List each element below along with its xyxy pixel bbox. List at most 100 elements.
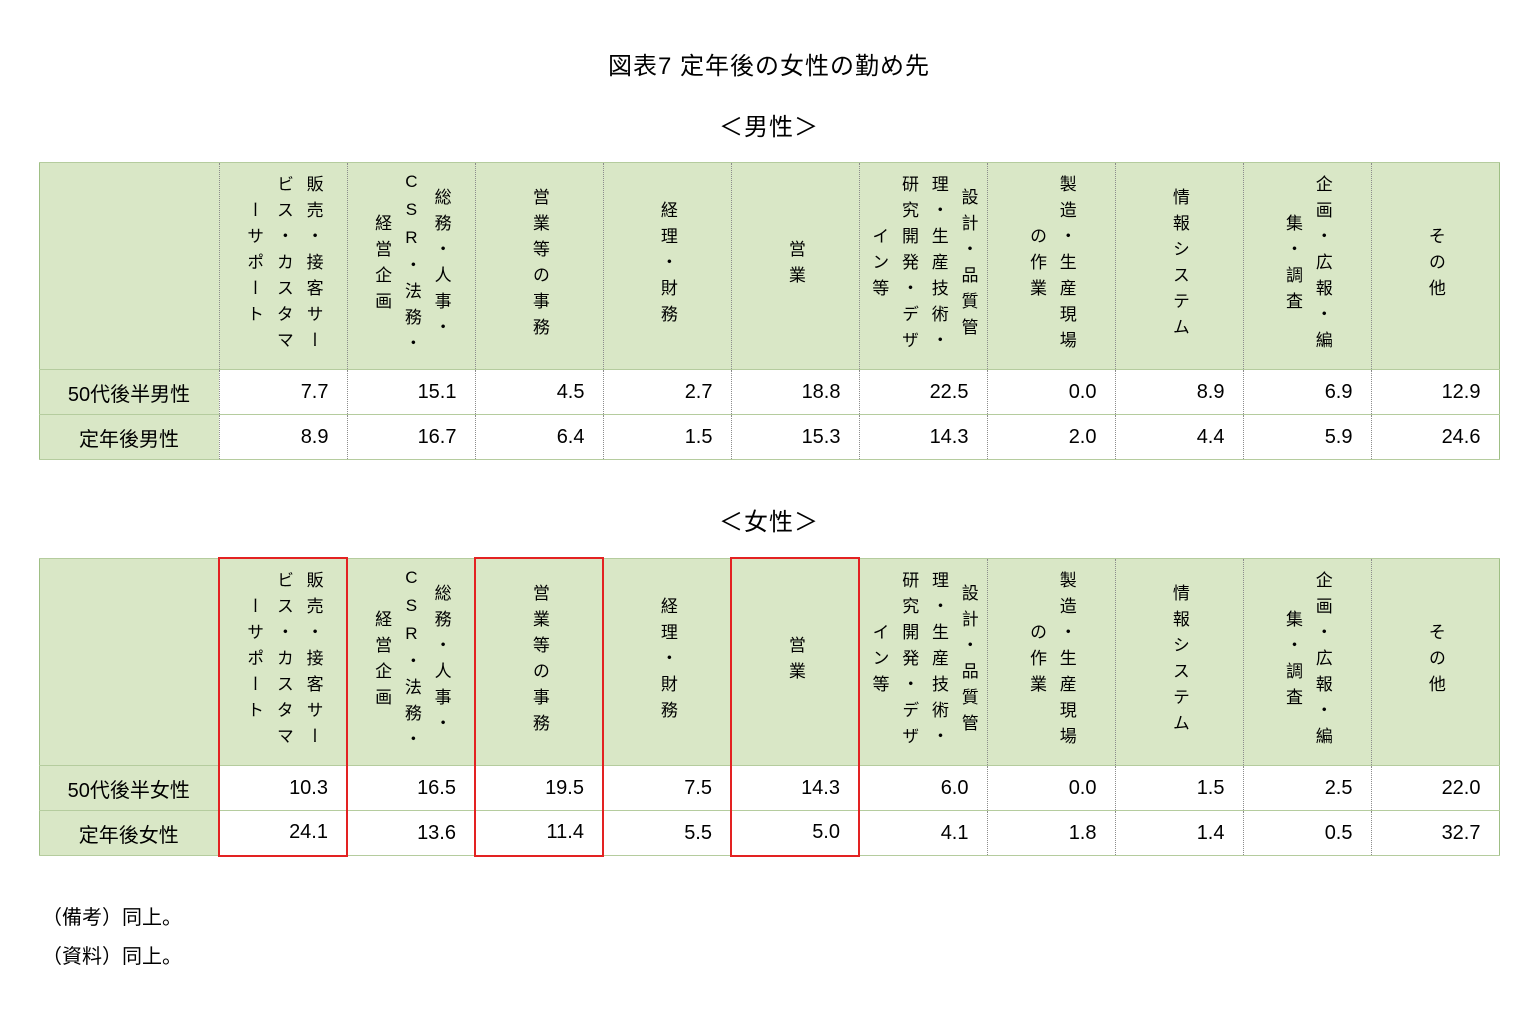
value-cell-highlighted: 19.5: [474, 765, 604, 811]
men-header-row: 販売・接客サービス・カスタマーサポート 総務・人事・CSR・法務・経営企画 営業…: [38, 162, 1500, 370]
col-head-sales-support: 販売・接客サービス・カスタマーサポート: [218, 162, 348, 370]
value-cell: 1.5: [1114, 765, 1244, 811]
value-cell-highlighted: 11.4: [474, 810, 604, 857]
col-head-manufacturing: 製造・生産現場の作業: [986, 557, 1116, 766]
value-cell: 16.5: [346, 765, 476, 811]
figure-page: 図表7 定年後の女性の勤め先 ＜男性＞ 販売・接客サービス・カスタマーサポート …: [38, 53, 1538, 977]
value-cell-highlighted: 5.0: [730, 810, 860, 857]
table-row: 定年後女性 24.1 13.6 11.4 5.5 5.0 4.1 1.8 1.4…: [38, 810, 1500, 857]
value-cell: 24.6: [1370, 414, 1500, 460]
note-remark: （備考）同上。: [42, 906, 182, 929]
value-cell: 4.4: [1114, 414, 1244, 460]
column-header-text: 総務・人事・CSR・法務・経営企画: [372, 567, 451, 756]
vertical-text-wrap: 営業: [734, 566, 856, 758]
column-header-text: 製造・生産現場の作業: [1027, 570, 1076, 753]
column-header-text: 情報システム: [1169, 583, 1189, 740]
col-head-it-systems: 情報システム: [1114, 557, 1244, 766]
vertical-text-wrap: 設計・品質管理・生産技術・研究開発・デザイン等: [862, 566, 985, 758]
value-cell: 14.3: [858, 414, 988, 460]
vertical-text-wrap: 経理・財務: [606, 566, 728, 758]
column-header-text: 企画・広報・編集・調査: [1283, 570, 1332, 753]
value-cell: 32.7: [1370, 810, 1500, 856]
column-header-text: 情報システム: [1169, 188, 1189, 344]
value-cell: 22.5: [858, 369, 988, 415]
column-header-text: 販売・接客サービス・カスタマーサポート: [244, 571, 323, 753]
note-source: （資料）同上。: [42, 945, 182, 968]
value-cell: 8.9: [1114, 369, 1244, 415]
col-head-clerical-highlighted: 営業等の事務: [474, 557, 604, 766]
row-label: 定年後女性: [38, 810, 220, 856]
value-cell: 2.5: [1242, 765, 1372, 811]
col-head-manufacturing: 製造・生産現場の作業: [986, 162, 1116, 370]
value-cell: 0.0: [986, 765, 1116, 811]
value-cell: 4.5: [474, 369, 604, 415]
value-cell: 7.7: [218, 369, 348, 415]
column-header-text: 営業: [785, 636, 805, 688]
notes: （備考）同上。 （資料）同上。: [42, 899, 1538, 977]
column-header-text: 設計・品質管理・生産技術・研究開発・デザイン等: [869, 570, 978, 753]
value-cell: 15.1: [346, 369, 476, 415]
col-head-other: その他: [1370, 162, 1500, 370]
col-head-sales-support-highlighted: 販売・接客サービス・カスタマーサポート: [218, 557, 348, 766]
value-cell-highlighted: 10.3: [218, 765, 348, 811]
value-cell-highlighted: 24.1: [218, 810, 348, 857]
women-header-row: 販売・接客サービス・カスタマーサポート 総務・人事・CSR・法務・経営企画 営業…: [38, 557, 1500, 766]
corner-cell: [38, 557, 220, 766]
value-cell: 13.6: [346, 810, 476, 856]
value-cell: 1.5: [602, 414, 732, 460]
table-row: 50代後半女性 10.3 16.5 19.5 7.5 14.3 6.0 0.0 …: [38, 765, 1500, 811]
table-row: 50代後半男性 7.7 15.1 4.5 2.7 18.8 22.5 0.0 8…: [38, 369, 1500, 415]
column-header-text: 営業等の事務: [529, 584, 549, 740]
value-cell: 2.0: [986, 414, 1116, 460]
vertical-text-wrap: 営業等の事務: [478, 170, 601, 362]
row-label: 定年後男性: [38, 414, 220, 460]
col-head-other: その他: [1370, 557, 1500, 766]
value-cell: 5.9: [1242, 414, 1372, 460]
figure-title: 図表7 定年後の女性の勤め先: [607, 53, 930, 80]
value-cell: 6.4: [474, 414, 604, 460]
women-section-label: ＜女性＞: [719, 509, 819, 536]
vertical-text-wrap: 経理・財務: [606, 170, 729, 362]
vertical-text-wrap: その他: [1374, 170, 1497, 362]
column-header-text: 営業: [785, 240, 805, 292]
value-cell: 6.0: [858, 765, 988, 811]
table-row: 定年後男性 8.9 16.7 6.4 1.5 15.3 14.3 2.0 4.4…: [38, 414, 1500, 460]
value-cell: 5.5: [602, 810, 732, 856]
vertical-text-wrap: 販売・接客サービス・カスタマーサポート: [222, 170, 345, 362]
column-header-text: 経理・財務: [657, 201, 677, 331]
vertical-text-wrap: その他: [1374, 566, 1497, 758]
col-head-admin-hr: 総務・人事・CSR・法務・経営企画: [346, 162, 476, 370]
vertical-text-wrap: 設計・品質管理・生産技術・研究開発・デザイン等: [862, 170, 985, 362]
row-label: 50代後半男性: [38, 369, 220, 415]
vertical-text-wrap: 企画・広報・編集・調査: [1246, 170, 1369, 362]
col-head-admin-hr: 総務・人事・CSR・法務・経営企画: [346, 557, 476, 766]
column-header-text: その他: [1425, 227, 1445, 305]
col-head-accounting: 経理・財務: [602, 162, 732, 370]
vertical-text-wrap: 総務・人事・CSR・法務・経営企画: [350, 170, 473, 362]
column-header-text: 設計・品質管理・生産技術・研究開発・デザイン等: [869, 175, 978, 357]
value-cell: 8.9: [218, 414, 348, 460]
col-head-design-rd: 設計・品質管理・生産技術・研究開発・デザイン等: [858, 162, 988, 370]
col-head-sales: 営業: [730, 162, 860, 370]
men-table: 販売・接客サービス・カスタマーサポート 総務・人事・CSR・法務・経営企画 営業…: [38, 162, 1500, 460]
col-head-accounting: 経理・財務: [602, 557, 732, 766]
corner-cell: [38, 162, 220, 370]
col-head-design-rd: 設計・品質管理・生産技術・研究開発・デザイン等: [858, 557, 988, 766]
vertical-text-wrap: 営業等の事務: [478, 566, 600, 758]
column-header-text: 総務・人事・CSR・法務・経営企画: [372, 172, 451, 360]
vertical-text-wrap: 製造・生産現場の作業: [990, 566, 1113, 758]
value-cell-highlighted: 14.3: [730, 765, 860, 811]
women-table: 販売・接客サービス・カスタマーサポート 総務・人事・CSR・法務・経営企画 営業…: [38, 557, 1500, 857]
col-head-sales-highlighted: 営業: [730, 557, 860, 766]
value-cell: 15.3: [730, 414, 860, 460]
value-cell: 0.5: [1242, 810, 1372, 856]
men-section-label: ＜男性＞: [719, 114, 819, 141]
column-header-text: 販売・接客サービス・カスタマーサポート: [244, 175, 323, 357]
value-cell: 1.8: [986, 810, 1116, 856]
value-cell: 22.0: [1370, 765, 1500, 811]
value-cell: 12.9: [1370, 369, 1500, 415]
vertical-text-wrap: 販売・接客サービス・カスタマーサポート: [222, 566, 344, 758]
column-header-text: 企画・広報・編集・調査: [1283, 175, 1332, 357]
row-label: 50代後半女性: [38, 765, 220, 811]
column-header-text: 経理・財務: [657, 596, 677, 727]
